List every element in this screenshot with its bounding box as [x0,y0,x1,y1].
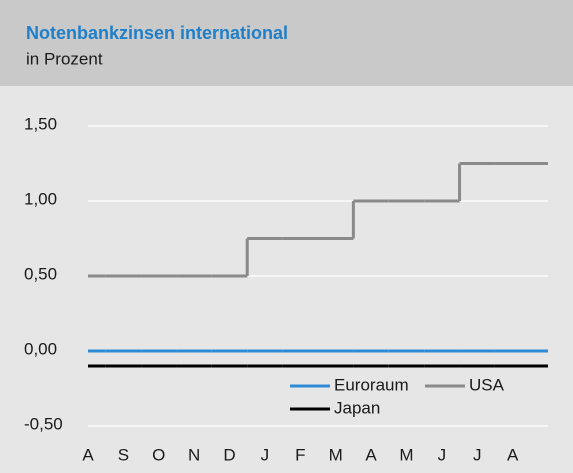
y-tick-label: 1,50 [24,114,57,133]
x-tick-label: A [365,445,377,464]
x-tick-label: J [438,445,447,464]
x-tick-label: A [507,445,519,464]
chart-title: Notenbankzinsen international [26,23,288,43]
x-tick-label: J [261,445,270,464]
y-tick-label: 1,00 [24,189,57,208]
x-tick-label: O [152,445,165,464]
x-tick-label: M [329,445,343,464]
x-tick-label: N [188,445,200,464]
x-tick-label: J [473,445,482,464]
legend-label: Euroraum [334,375,409,394]
header-background [0,0,573,86]
x-tick-label: F [295,445,305,464]
legend-label: USA [469,375,505,394]
x-tick-label: S [118,445,129,464]
x-tick-label: M [399,445,413,464]
y-tick-label: 0,00 [24,339,57,358]
x-tick-label: A [82,445,94,464]
chart-subtitle: in Prozent [26,49,103,68]
y-tick-label: -0,50 [24,414,63,433]
y-tick-label: 0,50 [24,264,57,283]
legend-label: Japan [334,398,380,417]
x-tick-label: D [223,445,235,464]
